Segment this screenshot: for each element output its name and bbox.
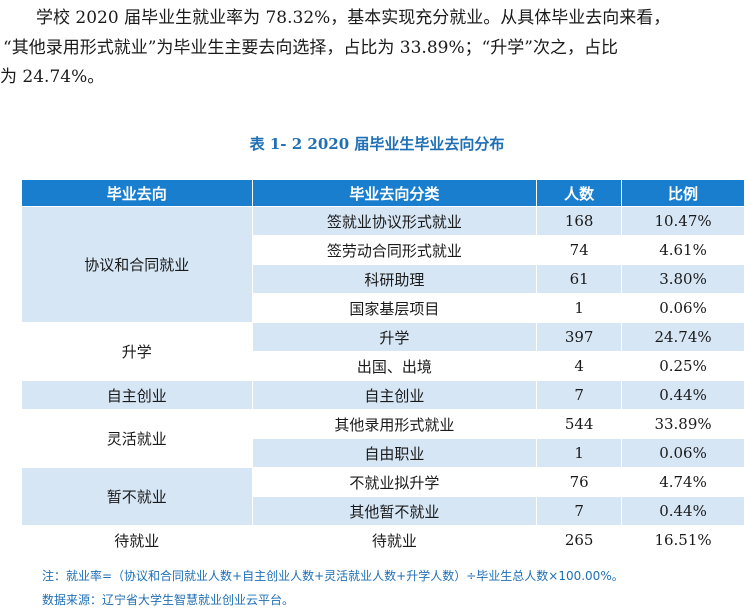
table-row: 自主创业 自主创业 7 0.44% xyxy=(21,380,745,410)
count-cell: 1 xyxy=(536,438,623,468)
count-cell: 397 xyxy=(536,322,623,352)
ratio-cell: 0.44% xyxy=(621,496,745,526)
ratio-cell: 0.44% xyxy=(621,380,745,410)
category-cell: 签就业协议形式就业 xyxy=(251,206,538,236)
ratio-cell: 24.74% xyxy=(621,322,745,352)
count-cell: 1 xyxy=(536,293,623,323)
formula-note: 注：就业率=（协议和合同就业人数+自主创业人数+灵活就业人数+升学人数）÷毕业生… xyxy=(42,569,624,583)
group-name: 自主创业 xyxy=(21,380,253,410)
ratio-cell: 0.25% xyxy=(621,351,745,381)
category-cell: 自主创业 xyxy=(251,380,538,410)
category-cell: 签劳动合同形式就业 xyxy=(251,235,538,265)
table-row: 自由职业 1 0.06% xyxy=(22,438,745,468)
paragraph-line-2: “其他录用形式就业”为毕业生主要去向选择，占比为 33.89%；“升学”次之，占… xyxy=(3,38,618,58)
intro-paragraph: 学校 2020 届毕业生就业率为 78.32%，基本实现充分就业。从具体毕业去向… xyxy=(0,0,754,92)
category-cell: 自由职业 xyxy=(251,438,538,468)
table-caption: 表 1- 2 2020 届毕业生毕业去向分布 xyxy=(249,135,505,153)
category-cell: 国家基层项目 xyxy=(251,293,538,323)
header-category: 毕业去向分类 xyxy=(251,179,538,207)
count-cell: 7 xyxy=(536,496,623,526)
count-cell: 4 xyxy=(536,351,623,381)
table-row: 协议和合同就业 签就业协议形式就业 168 10.47% xyxy=(21,206,745,323)
category-cell: 出国、出境 xyxy=(251,351,538,381)
count-cell: 61 xyxy=(536,264,623,294)
table-row: 待就业 待就业 265 16.51% xyxy=(21,525,745,555)
category-cell: 待就业 xyxy=(251,525,538,555)
count-cell: 7 xyxy=(536,380,623,410)
count-cell: 265 xyxy=(536,525,623,555)
count-cell: 74 xyxy=(536,235,623,265)
count-cell: 168 xyxy=(536,206,623,236)
header-destination: 毕业去向 xyxy=(21,179,253,207)
paragraph-line-3: 为 24.74%。 xyxy=(0,67,105,87)
ratio-cell: 10.47% xyxy=(621,206,745,236)
source-note: 数据来源：辽宁省大学生智慧就业创业云平台。 xyxy=(42,593,295,607)
destination-table: 毕业去向 毕业去向分类 人数 比例 协议和合同就业 签就业协议形式就业 168 … xyxy=(21,179,745,555)
group-name: 灵活就业 xyxy=(21,409,253,468)
category-cell: 科研助理 xyxy=(251,264,538,294)
table-header-row: 毕业去向 毕业去向分类 人数 比例 xyxy=(21,179,745,207)
table-row: 签劳动合同形式就业 74 4.61% xyxy=(22,235,745,265)
ratio-cell: 16.51% xyxy=(621,525,745,555)
table-row: 科研助理 61 3.80% xyxy=(22,264,745,294)
group-name: 协议和合同就业 xyxy=(21,206,253,323)
category-cell: 其他暂不就业 xyxy=(251,496,538,526)
count-cell: 76 xyxy=(536,467,623,497)
ratio-cell: 0.06% xyxy=(621,293,745,323)
ratio-cell: 0.06% xyxy=(621,438,745,468)
paragraph-line-1: 学校 2020 届毕业生就业率为 78.32%，基本实现充分就业。从具体毕业去向… xyxy=(36,8,671,28)
table-row: 升学 升学 397 24.74% xyxy=(21,322,745,381)
group-name: 升学 xyxy=(21,322,253,381)
table-row: 灵活就业 其他录用形式就业 544 33.89% xyxy=(21,409,745,468)
group-name: 暂不就业 xyxy=(21,467,253,526)
category-cell: 不就业拟升学 xyxy=(251,467,538,497)
ratio-cell: 33.89% xyxy=(621,409,745,439)
ratio-cell: 4.61% xyxy=(621,235,745,265)
count-cell: 544 xyxy=(536,409,623,439)
header-count: 人数 xyxy=(536,179,623,207)
header-ratio: 比例 xyxy=(621,179,745,207)
table-row: 其他暂不就业 7 0.44% xyxy=(22,496,745,526)
table-row: 暂不就业 不就业拟升学 76 4.74% xyxy=(21,467,745,526)
group-name: 待就业 xyxy=(21,525,253,555)
category-cell: 其他录用形式就业 xyxy=(251,409,538,439)
ratio-cell: 3.80% xyxy=(621,264,745,294)
category-cell: 升学 xyxy=(251,322,538,352)
ratio-cell: 4.74% xyxy=(621,467,745,497)
